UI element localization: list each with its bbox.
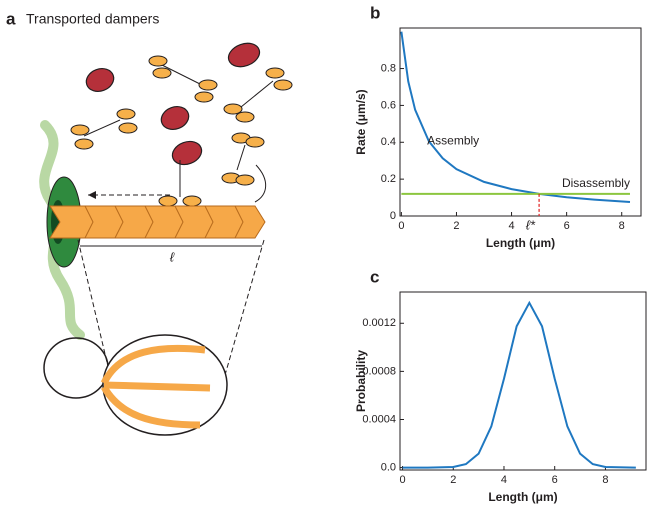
- axoneme: [100, 344, 211, 429]
- y-tick-label: 0.0004: [362, 413, 396, 425]
- cell-body: [43, 337, 109, 399]
- line: [400, 31, 631, 203]
- x-tick-label: 8: [619, 220, 625, 232]
- y-tick-label: 0.0008: [362, 365, 396, 377]
- x-tick-label: 4: [508, 220, 514, 232]
- dampers: [70, 55, 293, 207]
- series-label: Disassembly: [562, 176, 630, 190]
- x-tick-label: 6: [552, 474, 558, 486]
- y-tick-label: 0: [390, 210, 396, 222]
- line: [402, 300, 636, 469]
- y-tick-label: 0.0012: [362, 317, 396, 329]
- y-axis-label: Probability: [354, 350, 368, 412]
- zoom-line: [77, 239, 111, 376]
- series-label: Assembly: [427, 134, 479, 148]
- x-tick-label: 0: [399, 474, 405, 486]
- arrow: [254, 164, 267, 203]
- y-tick-label: 0.8: [381, 62, 396, 74]
- y-tick-label: 0.6: [381, 99, 396, 111]
- diagram-title: Transported dampers: [26, 11, 159, 27]
- y-tick-label: 0.4: [381, 136, 396, 148]
- diagram: a Transported dampers ℓ: [6, 9, 293, 436]
- x-axis-label: Length (μm): [488, 490, 557, 504]
- panel-label: a: [6, 9, 16, 28]
- axes-frame: [399, 291, 647, 471]
- panel-label: b: [370, 3, 380, 22]
- x-tick-label: 2: [450, 474, 456, 486]
- annotation-label: ℓ*: [526, 217, 536, 232]
- x-tick-label: 4: [501, 474, 507, 486]
- zoom-line: [224, 239, 265, 376]
- particles: [85, 42, 261, 166]
- arrowhead: [88, 191, 96, 199]
- length-label: ℓ: [170, 249, 175, 264]
- axes-frame: [399, 27, 642, 217]
- charts: b 0 2 4 6 8 0 0.2 0.4 0.6 0.8 Length (μm) Rate (μm/s…: [354, 3, 647, 504]
- panel-label: c: [370, 267, 379, 286]
- filament: [49, 205, 266, 239]
- x-tick-label: 0: [398, 220, 404, 232]
- y-tick-label: 0.2: [381, 173, 396, 185]
- y-axis-label: Rate (μm/s): [354, 89, 368, 154]
- x-tick-label: 8: [602, 474, 608, 486]
- x-tick-label: 6: [564, 220, 570, 232]
- y-tick-label: 0.0: [381, 462, 396, 474]
- x-axis-label: Length (μm): [486, 236, 555, 250]
- x-tick-label: 2: [453, 220, 459, 232]
